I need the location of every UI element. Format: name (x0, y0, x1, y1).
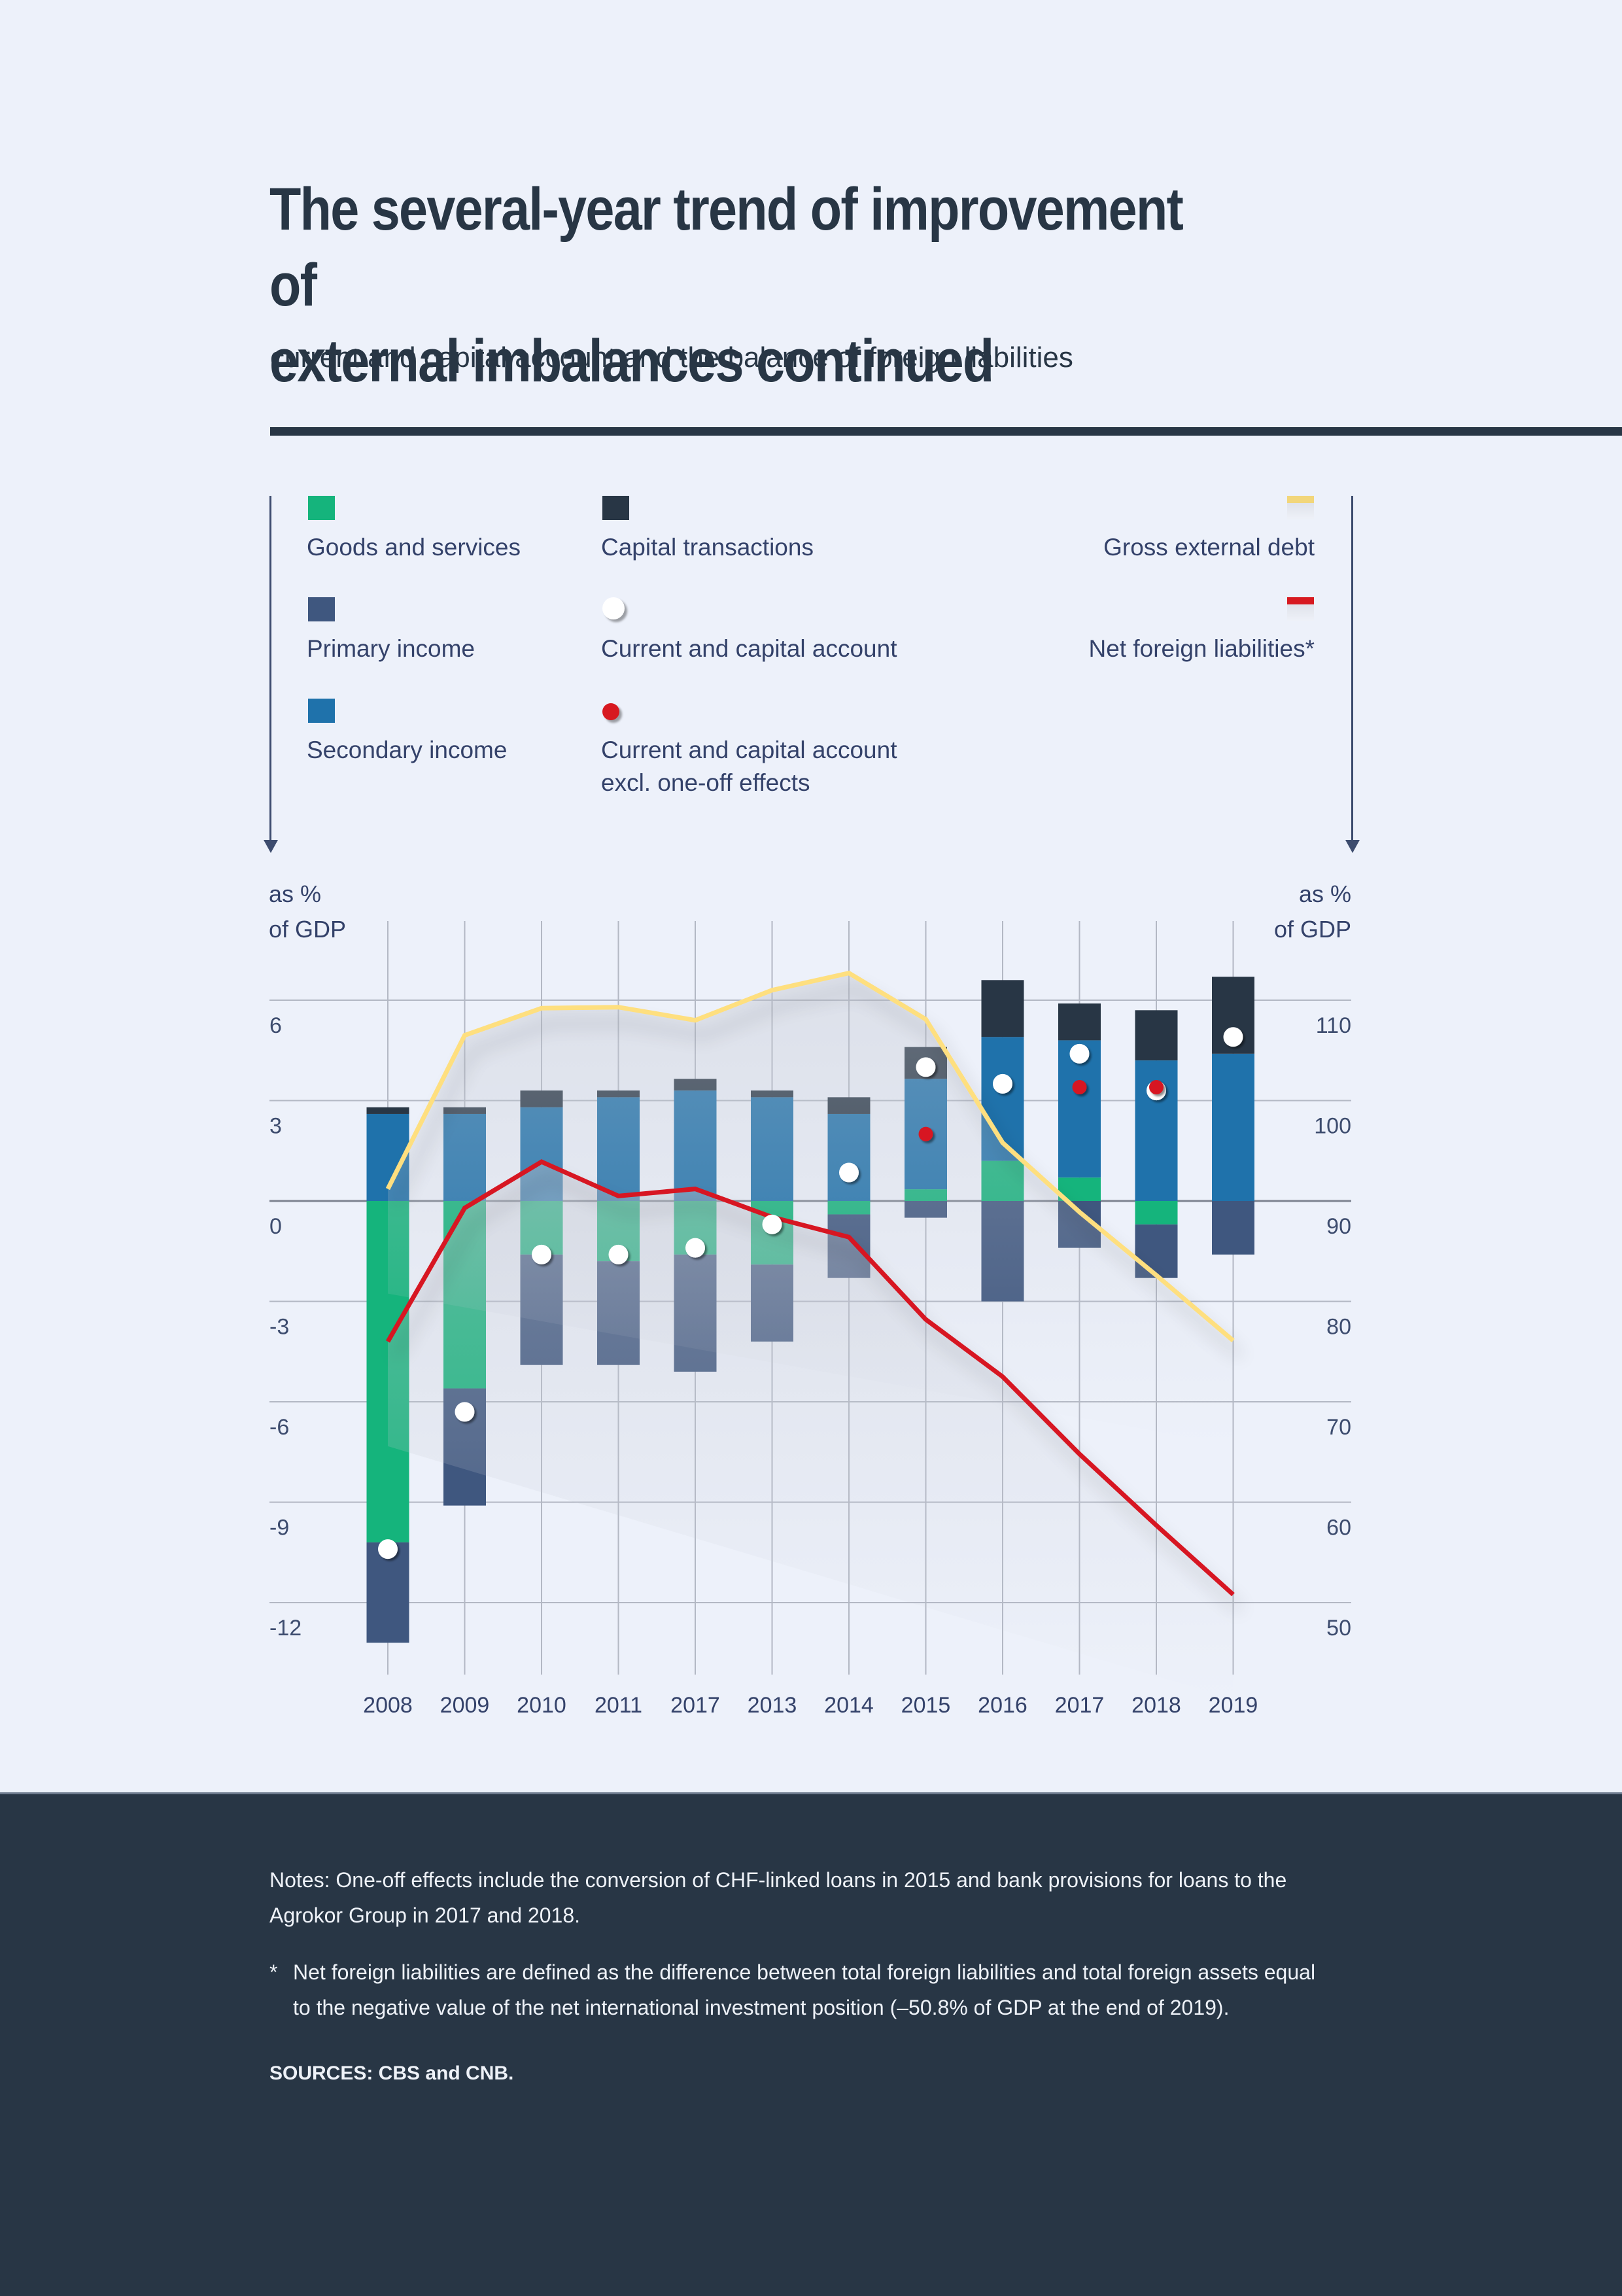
page-title: The several-year trend of improvement of… (269, 171, 1226, 399)
title-line-2: external imbalances continued (269, 328, 994, 394)
red-dot-marker (1072, 1080, 1087, 1095)
white-dot-marker (608, 1244, 629, 1264)
right-axis-unit-line-1: as % (1298, 880, 1351, 907)
primary-income-swatch (308, 597, 335, 621)
arrow-down-icon (264, 840, 278, 853)
right-tick-label: 50 (1326, 1616, 1351, 1641)
left-axis-unit-line-2: of GDP (269, 916, 347, 943)
legend-label: Net foreign liabilities* (1088, 635, 1315, 662)
right-tick-label: 90 (1326, 1214, 1351, 1239)
x-tick-label: 2011 (595, 1693, 642, 1718)
bar-capital-transactions-2016 (981, 980, 1024, 1037)
red-dot-marker (1149, 1080, 1164, 1095)
legend-label: Gross external debt (1103, 534, 1315, 561)
page-subtitle: current and capital account and the bala… (270, 341, 1073, 374)
line-net-foreign-liabilities- (385, 1159, 1235, 1597)
x-tick-label: 2017 (1055, 1693, 1105, 1718)
left-axis-unit: as % of GDP (269, 877, 346, 947)
white-dot-marker (378, 1539, 398, 1559)
footnote-marker: * (269, 1960, 278, 1984)
bar-capital-transactions-2017 (1058, 1003, 1101, 1041)
left-axis-unit-line-1: as % (269, 880, 322, 907)
legend-label: Current and capital account (601, 635, 897, 662)
right-tick-label: 60 (1326, 1516, 1351, 1540)
legend-label: Goods and services (307, 534, 521, 561)
bar-primary-income-2008 (366, 1542, 409, 1643)
left-tick-label: -6 (269, 1415, 289, 1440)
goods-services-swatch (308, 496, 335, 520)
title-line-1: The several-year trend of improvement of (269, 176, 1184, 319)
left-tick-label: 0 (269, 1214, 282, 1239)
footer: Notes: One-off effects include the conve… (0, 1792, 1622, 2296)
right-tick-label: 70 (1326, 1415, 1351, 1440)
red-dot-icon (602, 703, 619, 720)
bar-secondary-income-2019 (1212, 1053, 1254, 1201)
left-tick-label: 3 (269, 1114, 282, 1139)
x-tick-label: 2016 (978, 1693, 1027, 1718)
x-tick-label: 2017 (670, 1693, 720, 1718)
sources-text: SOURCES: CBS and CNB. (269, 2062, 514, 2084)
red-line-swatch (1287, 597, 1314, 621)
left-tick-label: -3 (269, 1315, 289, 1340)
left-tick-label: -9 (269, 1516, 289, 1540)
legend-right-rail (1351, 496, 1353, 849)
header-divider (270, 427, 1622, 436)
legend-label: Capital transactions (601, 534, 814, 561)
x-tick-label: 2010 (517, 1693, 566, 1718)
notes-text: Notes: One-off effects include the conve… (269, 1868, 1287, 1927)
secondary-income-swatch (308, 699, 335, 723)
white-dot-marker (1069, 1043, 1090, 1064)
legend-label: Primary income (307, 635, 475, 662)
chart: 6 110 3 100 0 90 -3 80 -6 70 -9 60 -12 50 2008 2009 2010… (269, 921, 1351, 1718)
right-tick-label: 80 (1326, 1315, 1351, 1340)
red-dot-marker (918, 1126, 933, 1141)
white-dot-marker (532, 1244, 551, 1264)
bar-goods-and-services-2018 (1135, 1201, 1178, 1225)
legend-label: Secondary income (307, 737, 508, 763)
footnote-text: Net foreign liabilities are defined as t… (293, 1960, 1316, 2019)
white-dot-icon (602, 597, 625, 619)
right-axis-unit: as % of GDP (1274, 877, 1351, 947)
x-tick-label: 2008 (363, 1693, 413, 1718)
white-dot-marker (685, 1238, 705, 1258)
x-tick-label: 2009 (440, 1693, 490, 1718)
right-tick-label: 100 (1314, 1114, 1351, 1139)
white-dot-marker (916, 1057, 936, 1077)
white-dot-marker (1223, 1027, 1243, 1047)
white-dot-marker (762, 1214, 782, 1234)
x-tick-label: 2013 (748, 1693, 797, 1718)
x-tick-label: 2018 (1131, 1693, 1181, 1718)
left-tick-label: 6 (269, 1013, 282, 1038)
right-axis-unit-line-2: of GDP (1273, 916, 1351, 943)
x-tick-label: 2014 (824, 1693, 874, 1718)
arrow-down-icon (1345, 840, 1360, 853)
white-dot-marker (993, 1073, 1012, 1094)
x-tick-label: 2015 (901, 1693, 951, 1718)
left-tick-label: -12 (269, 1616, 302, 1641)
bar-capital-transactions-2008 (366, 1107, 409, 1114)
legend-label-line-1: Current and capital account (601, 737, 897, 763)
yellow-line-swatch (1287, 496, 1314, 519)
white-dot-marker (839, 1162, 859, 1183)
line-gross-external-debt (385, 970, 1235, 1343)
legend-left-rail (269, 496, 271, 849)
right-tick-label: 110 (1316, 1013, 1351, 1038)
legend-label-line-2: excl. one-off effects (601, 769, 810, 796)
x-tick-label: 2019 (1209, 1693, 1258, 1718)
white-dot-marker (455, 1402, 475, 1422)
bar-primary-income-2019 (1212, 1201, 1254, 1255)
line-shadow-area (388, 1162, 1234, 1699)
bar-capital-transactions-2018 (1135, 1010, 1178, 1061)
legend-label: Current and capital account excl. one-of… (601, 734, 897, 799)
capital-transactions-swatch (602, 496, 629, 520)
